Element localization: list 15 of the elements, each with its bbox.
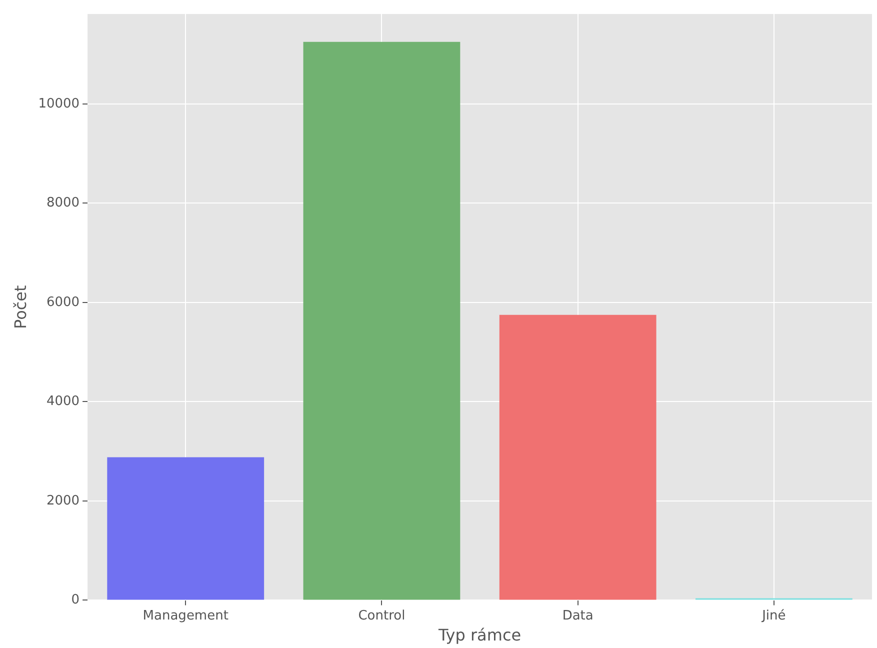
y-tick-label: 2000: [46, 493, 80, 508]
y-axis-title: Počet: [10, 285, 30, 329]
bar: [107, 457, 264, 600]
x-tick-label: Management: [142, 608, 228, 624]
x-tick-label: Control: [358, 608, 406, 624]
y-tick-label: 10000: [38, 96, 80, 112]
bar: [499, 314, 656, 600]
x-axis-title: Typ rámce: [437, 626, 522, 645]
y-tick-label: 6000: [46, 294, 80, 310]
y-tick-label: 4000: [46, 394, 80, 410]
x-tick-label: Data: [562, 608, 594, 624]
y-tick-label: 8000: [46, 196, 80, 211]
x-tick-label: Jiné: [761, 608, 786, 624]
bar: [303, 42, 460, 600]
y-tick-label: 0: [71, 592, 80, 608]
